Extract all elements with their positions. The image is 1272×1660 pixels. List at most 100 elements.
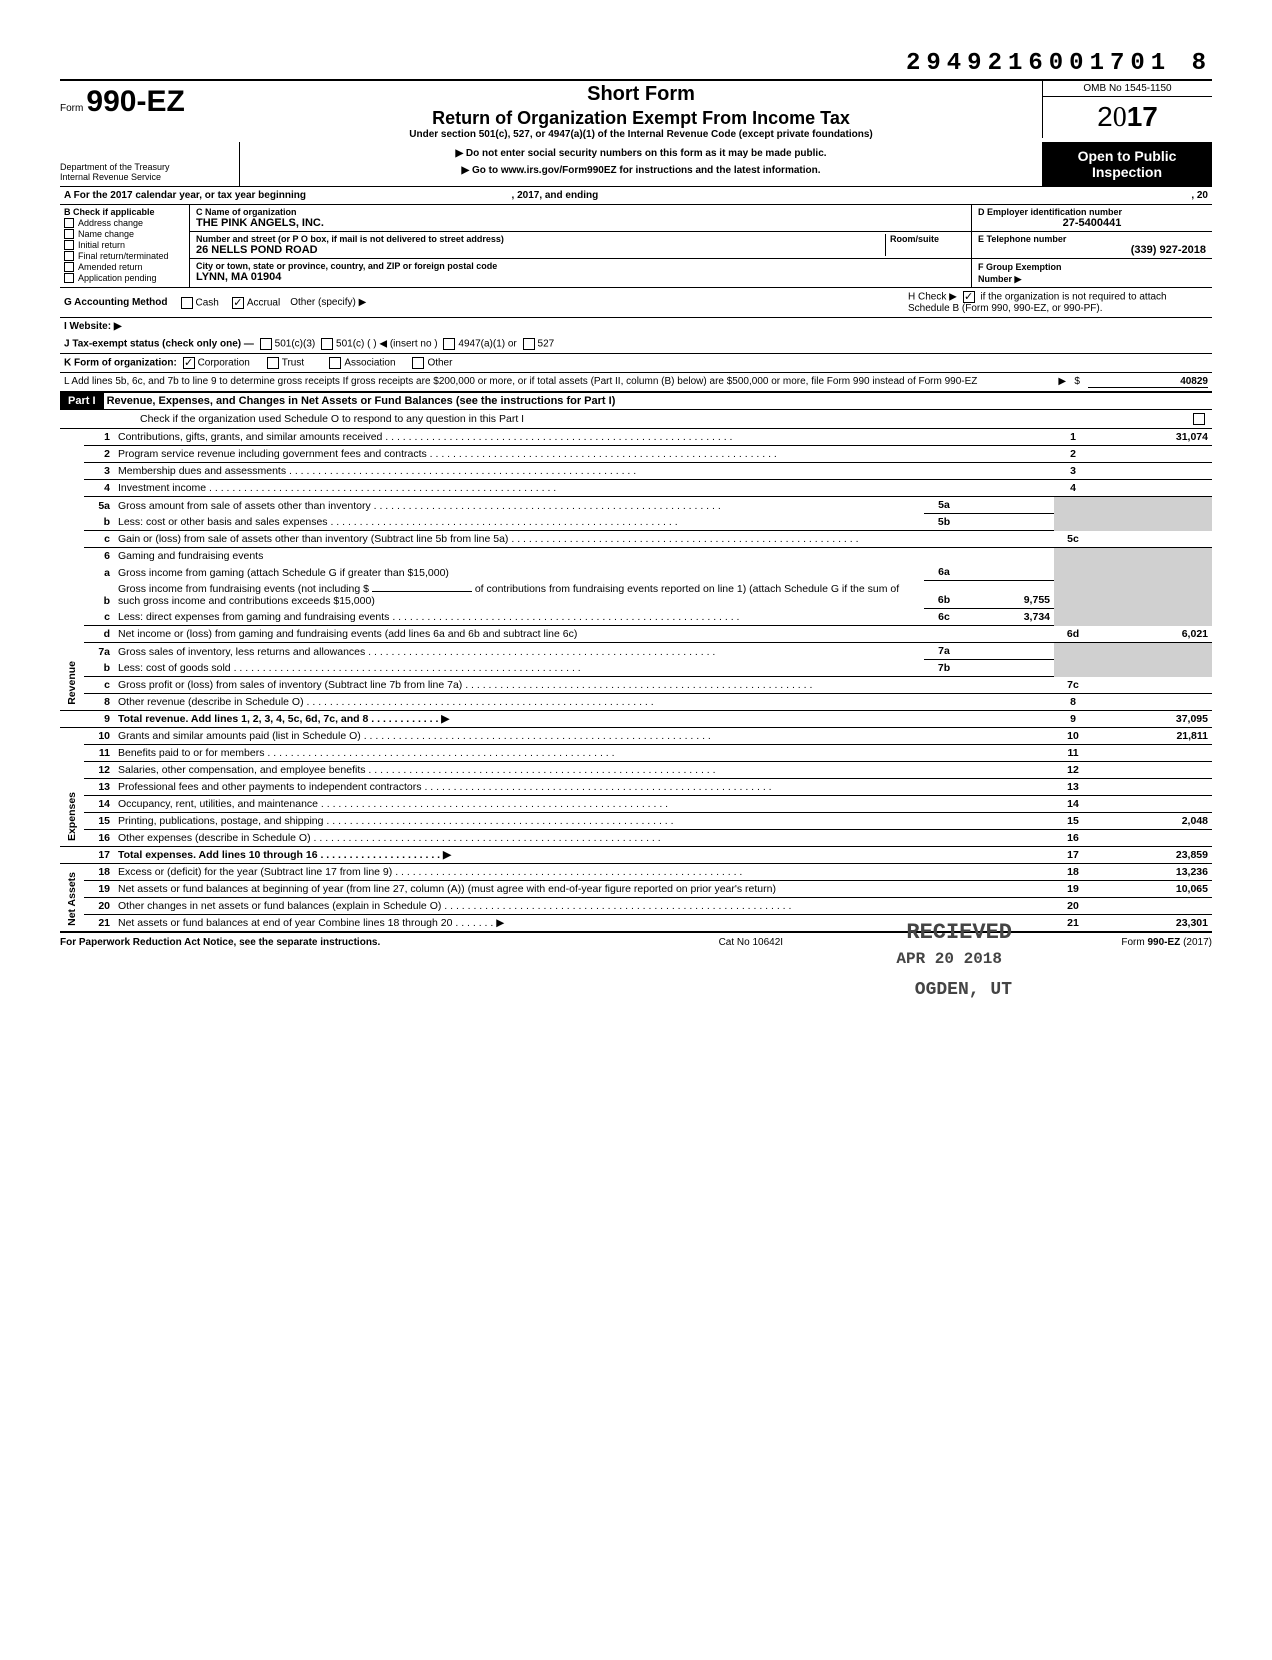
- chk-h[interactable]: [963, 291, 975, 303]
- chk-accrual[interactable]: [232, 297, 244, 309]
- row-k: K Form of organization: Corporation Trus…: [60, 354, 1212, 373]
- line-a-right: , 20: [1191, 190, 1208, 201]
- l-amount: 40829: [1088, 376, 1208, 388]
- stamp-date: APR 20 2018: [896, 950, 1002, 968]
- chk-amended[interactable]: Amended return: [64, 262, 185, 272]
- l6b-val: 9,755: [964, 581, 1054, 609]
- section-bcd: B Check if applicable Address change Nam…: [60, 205, 1212, 288]
- l11-desc: Benefits paid to or for members: [118, 747, 1050, 759]
- tax-year: 20201717: [1043, 97, 1212, 138]
- l6b-desc: Gross income from fundraising events (no…: [118, 583, 369, 595]
- chk-501c[interactable]: [321, 338, 333, 350]
- dept-treasury: Department of the Treasury Internal Reve…: [60, 142, 240, 186]
- l21-val: 23,301: [1092, 915, 1212, 932]
- footer-center: Cat No 10642I: [719, 937, 784, 948]
- l12-desc: Salaries, other compensation, and employ…: [118, 764, 1050, 776]
- open-public-badge: Open to Public Inspection: [1042, 142, 1212, 186]
- l2-desc: Program service revenue including govern…: [118, 448, 1050, 460]
- form-wrapper: 2949216001701 8 Form 990-EZ Short Form R…: [60, 50, 1212, 948]
- part1-tag: Part I: [60, 393, 104, 409]
- l7b-desc: Less: cost of goods sold: [118, 662, 920, 674]
- org-name-value: THE PINK ANGELS, INC.: [196, 217, 965, 229]
- ein-value: 27-5400441: [978, 217, 1206, 229]
- label-net-assets: Net Assets: [60, 864, 84, 932]
- l19-val: 10,065: [1092, 881, 1212, 898]
- col-c-org-info: C Name of organization THE PINK ANGELS, …: [190, 205, 972, 287]
- chk-527[interactable]: [523, 338, 535, 350]
- col-b-header: B Check if applicable: [64, 207, 185, 217]
- header-row: Form 990-EZ Short Form Return of Organiz…: [60, 79, 1212, 142]
- l18-desc: Excess or (deficit) for the year (Subtra…: [118, 866, 1050, 878]
- col-de: D Employer identification number 27-5400…: [972, 205, 1212, 287]
- form-number: 990-EZ: [86, 85, 184, 118]
- chk-501c3[interactable]: [260, 338, 272, 350]
- label-expenses: Expenses: [60, 728, 84, 847]
- chk-cash[interactable]: [181, 297, 193, 309]
- l14-desc: Occupancy, rent, utilities, and maintena…: [118, 798, 1050, 810]
- label-revenue: Revenue: [60, 429, 84, 711]
- g-other: Other (specify) ▶: [290, 297, 366, 308]
- l17-desc: Total expenses. Add lines 10 through 16: [118, 849, 318, 861]
- notice-irs: ▶ Go to www.irs.gov/Form990EZ for instru…: [246, 165, 1036, 176]
- notices: ▶ Do not enter social security numbers o…: [240, 142, 1042, 186]
- city-label: City or town, state or province, country…: [196, 261, 965, 271]
- l10-desc: Grants and similar amounts paid (list in…: [118, 730, 1050, 742]
- part1-check-note: Check if the organization used Schedule …: [60, 410, 1212, 429]
- footer: For Paperwork Reduction Act Notice, see …: [60, 932, 1212, 948]
- g-label: G Accounting Method: [64, 297, 168, 308]
- chk-4947[interactable]: [443, 338, 455, 350]
- org-name-label: C Name of organization: [196, 207, 965, 217]
- chk-other-org[interactable]: [412, 357, 424, 369]
- l18-val: 13,236: [1092, 864, 1212, 881]
- l17-val: 23,859: [1092, 847, 1212, 864]
- l15-desc: Printing, publications, postage, and shi…: [118, 815, 1050, 827]
- l7a-desc: Gross sales of inventory, less returns a…: [118, 646, 920, 658]
- l6d-val: 6,021: [1092, 626, 1212, 643]
- omb-number: OMB No 1545-1150: [1043, 81, 1212, 97]
- l5a-desc: Gross amount from sale of assets other t…: [118, 500, 920, 512]
- row-j: J Tax-exempt status (check only one) — 5…: [60, 335, 1212, 354]
- header-center: Short Form Return of Organization Exempt…: [240, 81, 1042, 142]
- l5b-desc: Less: cost or other basis and sales expe…: [118, 516, 920, 528]
- l-text: L Add lines 5b, 6c, and 7b to line 9 to …: [64, 376, 1050, 388]
- header-right: OMB No 1545-1150 20201717: [1042, 81, 1212, 138]
- chk-final-return[interactable]: Final return/terminated: [64, 251, 185, 261]
- l9-desc: Total revenue. Add lines 1, 2, 3, 4, 5c,…: [118, 713, 368, 725]
- l15-val: 2,048: [1092, 813, 1212, 830]
- document-id: 2949216001701 8: [60, 50, 1212, 77]
- chk-trust[interactable]: [267, 357, 279, 369]
- line-a-left: A For the 2017 calendar year, or tax yea…: [64, 190, 306, 201]
- i-label: I Website: ▶: [64, 321, 122, 332]
- phone-value: (339) 927-2018: [978, 244, 1206, 256]
- notice-ssn: ▶ Do not enter social security numbers o…: [246, 148, 1036, 159]
- group-label2: Number ▶: [978, 274, 1021, 284]
- row-i-website: I Website: ▶: [60, 318, 1212, 335]
- l9-val: 37,095: [1092, 711, 1212, 728]
- chk-address-change[interactable]: Address change: [64, 218, 185, 228]
- l1-val: 31,074: [1092, 429, 1212, 446]
- chk-initial-return[interactable]: Initial return: [64, 240, 185, 250]
- l6d-desc: Net income or (loss) from gaming and fun…: [118, 628, 577, 640]
- l1-desc: Contributions, gifts, grants, and simila…: [118, 431, 1050, 443]
- notice-row: Department of the Treasury Internal Reve…: [60, 142, 1212, 187]
- l8-desc: Other revenue (describe in Schedule O): [118, 696, 1050, 708]
- l6c-val: 3,734: [964, 609, 1054, 626]
- return-title: Return of Organization Exempt From Incom…: [246, 108, 1036, 129]
- chk-corp[interactable]: [183, 357, 195, 369]
- l6a-desc: Gross income from gaming (attach Schedul…: [118, 567, 449, 579]
- l16-desc: Other expenses (describe in Schedule O): [118, 832, 1050, 844]
- l3-desc: Membership dues and assessments: [118, 465, 1050, 477]
- chk-name-change[interactable]: Name change: [64, 229, 185, 239]
- form-label-col: Form 990-EZ: [60, 81, 240, 123]
- l19-desc: Net assets or fund balances at beginning…: [118, 883, 776, 895]
- chk-assoc[interactable]: [329, 357, 341, 369]
- l5c-desc: Gain or (loss) from sale of assets other…: [118, 533, 1050, 545]
- line-a: A For the 2017 calendar year, or tax yea…: [60, 187, 1212, 205]
- l6c-desc: Less: direct expenses from gaming and fu…: [118, 611, 920, 623]
- subtitle: Under section 501(c), 527, or 4947(a)(1)…: [246, 129, 1036, 140]
- schedule-table: Revenue 1 Contributions, gifts, grants, …: [60, 429, 1212, 932]
- chk-app-pending[interactable]: Application pending: [64, 273, 185, 283]
- l6-desc: Gaming and fundraising events: [114, 548, 1054, 565]
- k-label: K Form of organization:: [64, 358, 177, 369]
- chk-schedule-o[interactable]: [1193, 413, 1205, 425]
